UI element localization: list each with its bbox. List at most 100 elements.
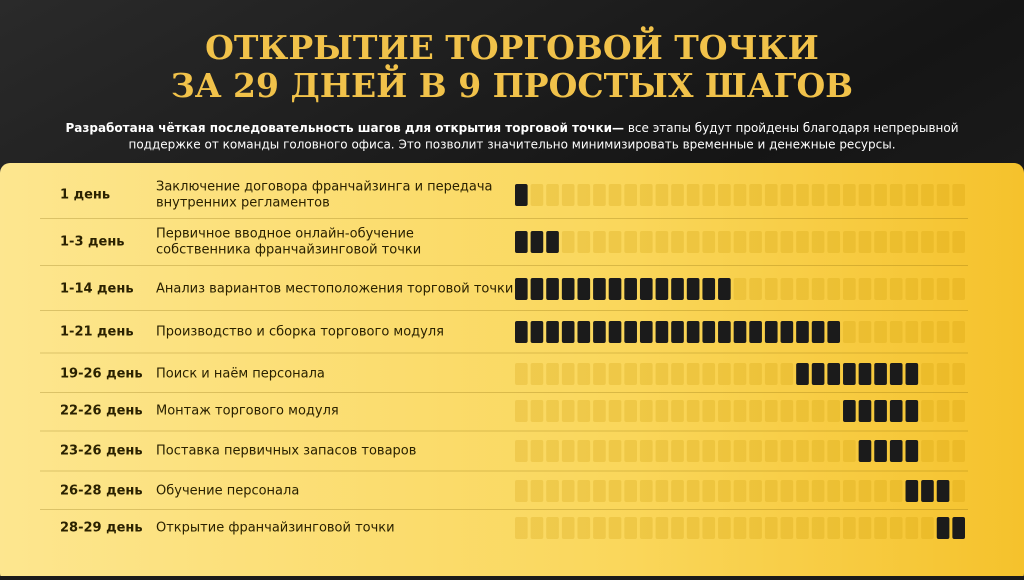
task-bar [515,231,559,253]
day-cell [749,278,762,300]
day-cell [577,231,591,253]
day-cell [546,517,559,539]
day-cell [655,231,669,253]
filled-cell [796,363,809,385]
day-cell [718,184,731,206]
day-cell [843,440,856,462]
panel [0,163,1024,580]
day-cell [827,184,841,206]
day-cell [874,517,887,539]
day-cell [702,480,716,502]
day-cell [546,184,559,206]
day-cell [858,184,872,206]
day-cell [624,400,637,422]
day-cell [921,184,934,206]
day-cell [858,517,872,539]
subtitle-emphasis: Разработана чёткая последовательность ша… [65,121,624,135]
day-cell [577,363,591,385]
day-cell [905,184,919,206]
filled-cell [686,278,700,300]
filled-cell [515,278,528,300]
day-cell [655,400,669,422]
filled-cell [639,321,653,343]
day-cell [858,278,872,300]
day-cell [733,400,747,422]
day-cell [858,321,872,343]
day-cell [530,440,544,462]
filled-cell [811,321,825,343]
filled-cell [858,440,872,462]
day-cell [608,363,622,385]
day-cell [530,363,544,385]
day-cell [827,400,841,422]
filled-cell [671,278,684,300]
day-cell [686,440,700,462]
filled-cell [593,321,606,343]
day-cell [749,363,762,385]
filled-cell [936,517,950,539]
day-cell [639,184,653,206]
day-cell [608,480,622,502]
day-cell [561,231,575,253]
period: 26-28 день [60,484,143,499]
day-cell [780,278,794,300]
day-cell [639,231,653,253]
day-cell [546,400,559,422]
task: Первичное вводное онлайн-обучение [156,227,414,242]
day-cell [889,184,903,206]
day-cell [843,278,856,300]
filled-cell [655,321,669,343]
day-cell [843,480,856,502]
day-cell [639,480,653,502]
subtitle-text: все этапы будут пройдены благодаря непре… [624,121,958,135]
day-cell [671,184,684,206]
day-cell [624,363,637,385]
day-cell [671,363,684,385]
day-cell [718,363,731,385]
day-cell [733,278,747,300]
day-cell [764,278,778,300]
day-cell [561,440,575,462]
day-cell [702,231,716,253]
filled-cell [936,480,950,502]
filled-cell [921,480,934,502]
day-cell [905,321,919,343]
task-bar [905,480,950,502]
day-cell [749,480,762,502]
day-cell [858,480,872,502]
day-cell [936,231,950,253]
day-cell [780,184,794,206]
day-cell [827,231,841,253]
day-cell [811,184,825,206]
filled-cell [952,517,965,539]
day-cell [655,480,669,502]
day-cell [843,184,856,206]
task-bar [515,184,528,206]
day-cell [921,321,934,343]
day-cell [608,440,622,462]
day-cell [515,440,528,462]
filled-cell [530,231,544,253]
day-cell [577,440,591,462]
subtitle-line: Разработана чёткая последовательность ша… [65,121,958,135]
day-cell [593,480,606,502]
day-cell [577,400,591,422]
day-cell [686,231,700,253]
day-cell [811,440,825,462]
day-cell [921,440,934,462]
day-cell [577,184,591,206]
day-cell [608,231,622,253]
filled-cell [858,400,872,422]
day-cell [608,400,622,422]
day-cell [655,184,669,206]
filled-cell [624,321,637,343]
day-cell [530,480,544,502]
day-cell [764,517,778,539]
day-cell [843,321,856,343]
day-cell [952,480,965,502]
day-cell [671,440,684,462]
day-cell [889,480,903,502]
day-cell [874,321,887,343]
day-cell [796,184,809,206]
day-cell [796,400,809,422]
